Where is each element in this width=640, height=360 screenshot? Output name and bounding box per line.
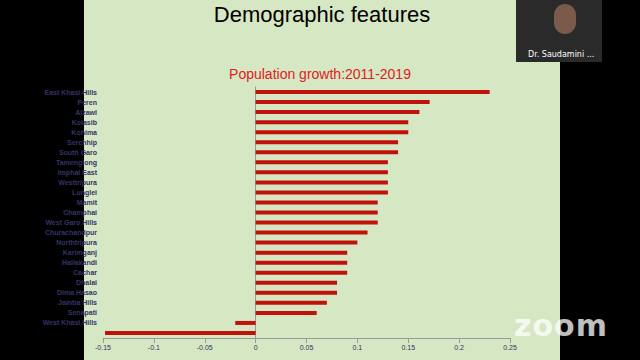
svg-text:Kolasib: Kolasib: [72, 119, 97, 126]
svg-text:-0.1: -0.1: [148, 344, 160, 351]
svg-text:Champhai: Champhai: [63, 209, 97, 217]
svg-text:Kohima: Kohima: [71, 129, 97, 136]
svg-text:Northtripura: Northtripura: [56, 239, 97, 247]
svg-text:Lunglei: Lunglei: [72, 189, 97, 197]
svg-text:West Garo Hills: West Garo Hills: [45, 219, 97, 226]
svg-text:Jaintia Hills: Jaintia Hills: [58, 299, 97, 306]
html-text:Dr. Saudamini ...: Dr. Saudamini ...: [528, 50, 595, 59]
html-text:Demographic features: Demographic features: [213, 2, 431, 27]
svg-text:0.1: 0.1: [353, 344, 363, 351]
svg-text:Dhalai: Dhalai: [76, 279, 97, 286]
svg-text:Karimganj: Karimganj: [63, 249, 97, 257]
svg-text:Westtripura: Westtripura: [58, 179, 97, 187]
svg-text:-0.05: -0.05: [197, 344, 213, 351]
svg-text:Imphal East: Imphal East: [58, 169, 98, 177]
svg-text:Dima Hasao: Dima Hasao: [57, 289, 97, 296]
svg-text:0.25: 0.25: [503, 344, 517, 351]
svg-text:Tamenglong: Tamenglong: [56, 159, 97, 167]
svg-text:Peren: Peren: [78, 99, 97, 106]
svg-text:-0.15: -0.15: [95, 344, 111, 351]
svg-text:Aizawl: Aizawl: [75, 109, 97, 116]
svg-text:0.05: 0.05: [300, 344, 314, 351]
svg-text:Hailakandi: Hailakandi: [62, 259, 97, 266]
html-text:zoom: zoom: [514, 308, 608, 343]
svg-text:South Garo: South Garo: [59, 149, 97, 156]
svg-text:0.2: 0.2: [454, 344, 464, 351]
svg-text:Churachandpur: Churachandpur: [45, 229, 97, 237]
svg-text:Mamit: Mamit: [77, 199, 98, 206]
svg-text:Senapati: Senapati: [68, 309, 97, 317]
svg-text:0: 0: [254, 344, 258, 351]
svg-text:Serchhip: Serchhip: [67, 139, 97, 147]
svg-text:Population growth:2011-2019: Population growth:2011-2019: [229, 66, 411, 82]
svg-text:East Khasi Hills: East Khasi Hills: [44, 89, 97, 96]
svg-text:0.15: 0.15: [401, 344, 415, 351]
svg-text:West Khasi Hills: West Khasi Hills: [43, 319, 97, 326]
svg-text:Cachar: Cachar: [73, 269, 97, 276]
